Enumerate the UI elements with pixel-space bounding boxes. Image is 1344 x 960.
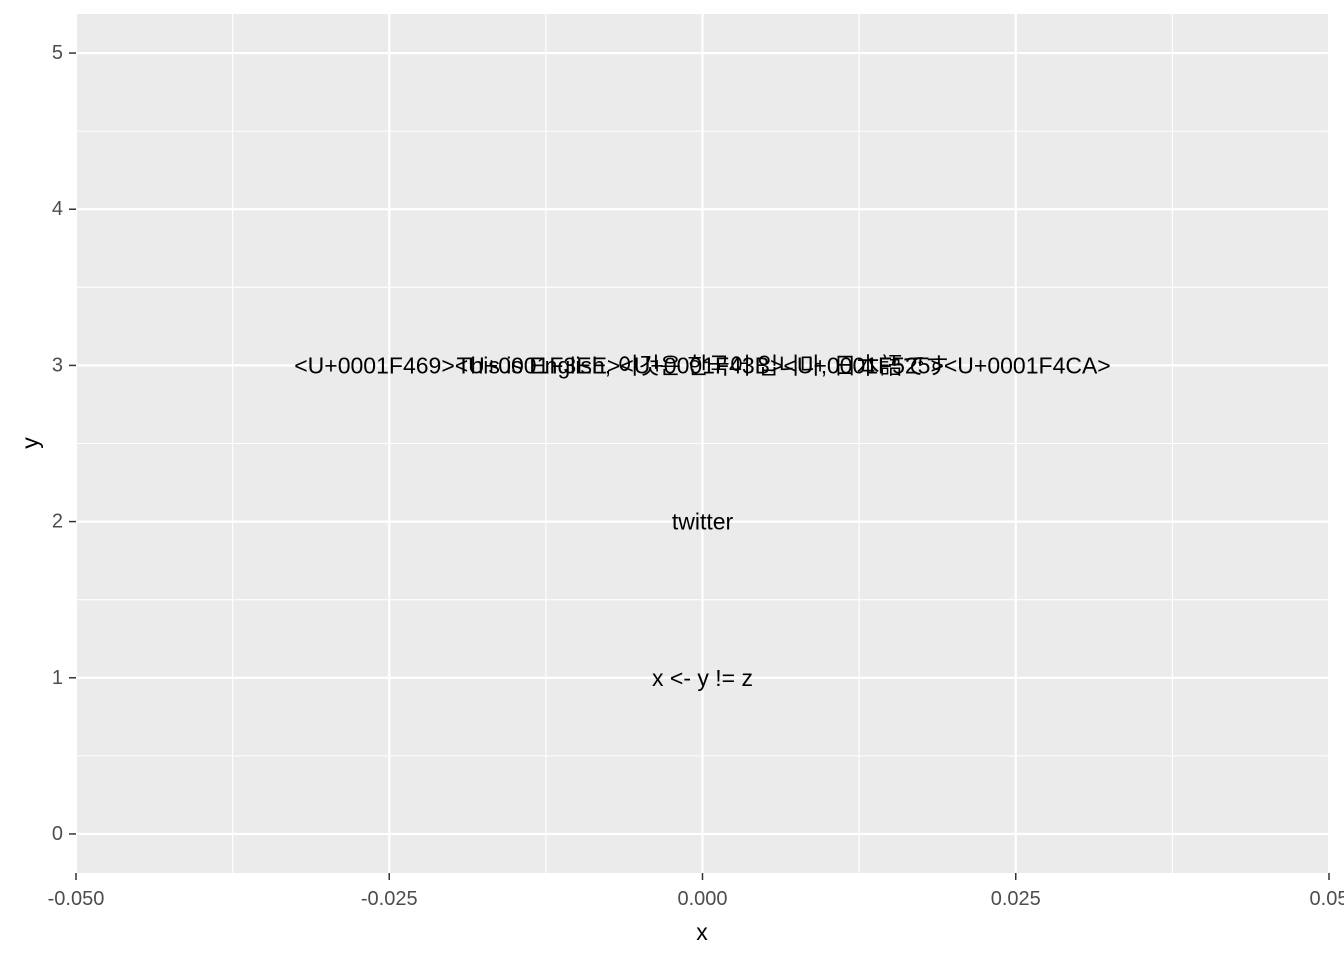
point-label: twitter	[672, 509, 734, 535]
x-tick-label: 0.000	[677, 888, 727, 910]
point-label: This is English, 이것은 한국어 입니다, 日本語です	[456, 352, 948, 378]
x-tick-label: -0.050	[48, 888, 105, 910]
y-tick-label: 3	[52, 354, 63, 376]
text-labels: x <- y != z twitter This is English, 이것은 한…	[294, 352, 1111, 690]
point-label: <U+0001F469><U+0001F3EE><U+0001F43B><U+0…	[294, 352, 1111, 378]
major-gridlines	[74, 14, 1331, 873]
y-tick-label: 5	[52, 42, 63, 64]
x-tick-label: -0.025	[361, 888, 418, 910]
x-axis: -0.050 -0.025 0.000 0.025 0.05	[48, 873, 1344, 910]
point-label: x <- y != z	[652, 665, 753, 691]
y-tick-label: 2	[52, 511, 63, 533]
x-tick-label: 0.05	[1310, 888, 1344, 910]
y-axis: 0 1 2 3 4 5	[52, 42, 76, 845]
x-axis-title: x	[696, 919, 708, 945]
y-tick-label: 4	[52, 198, 63, 220]
y-tick-label: 0	[52, 823, 63, 845]
y-tick-label: 1	[52, 667, 63, 689]
y-axis-title: y	[17, 437, 43, 449]
x-tick-label: 0.025	[991, 888, 1041, 910]
